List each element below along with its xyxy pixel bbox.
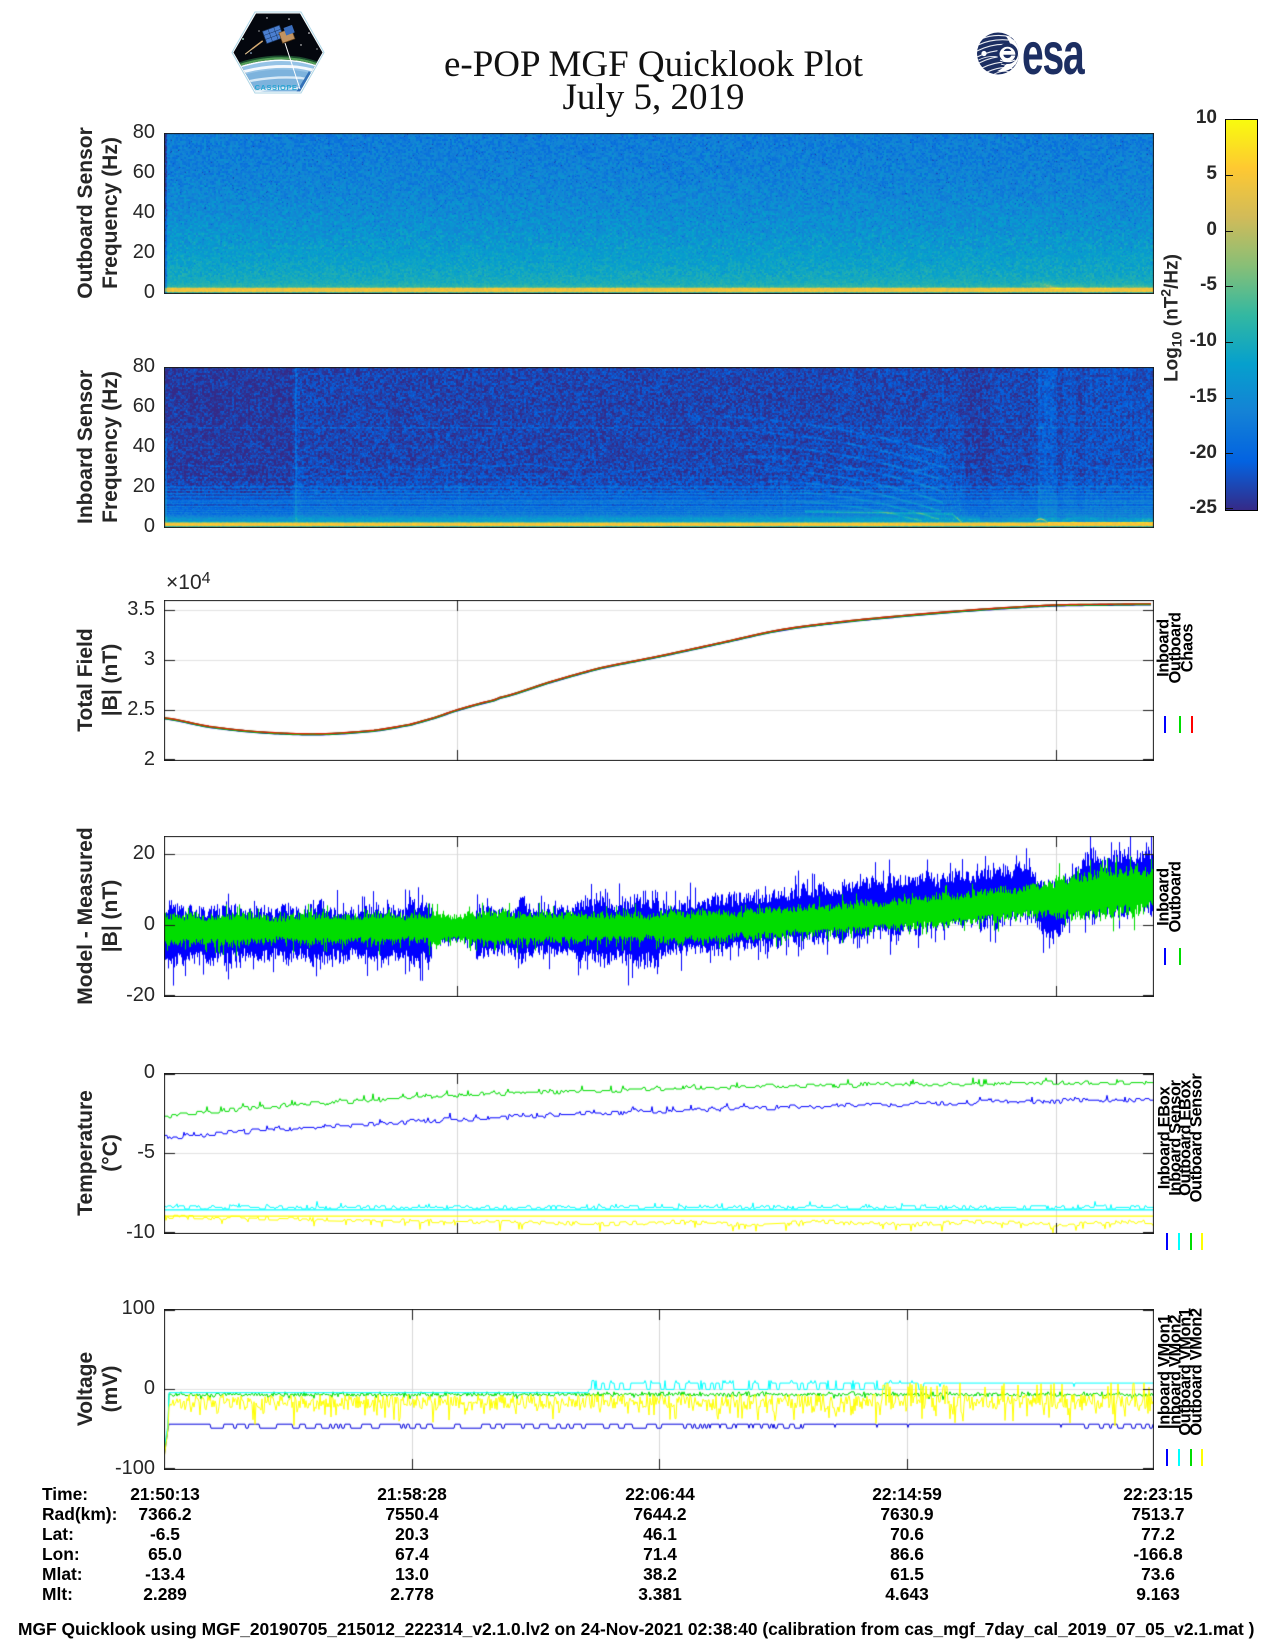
svg-text:esa: esa	[1022, 31, 1086, 76]
svg-text:CASSIOPE: CASSIOPE	[255, 83, 298, 92]
